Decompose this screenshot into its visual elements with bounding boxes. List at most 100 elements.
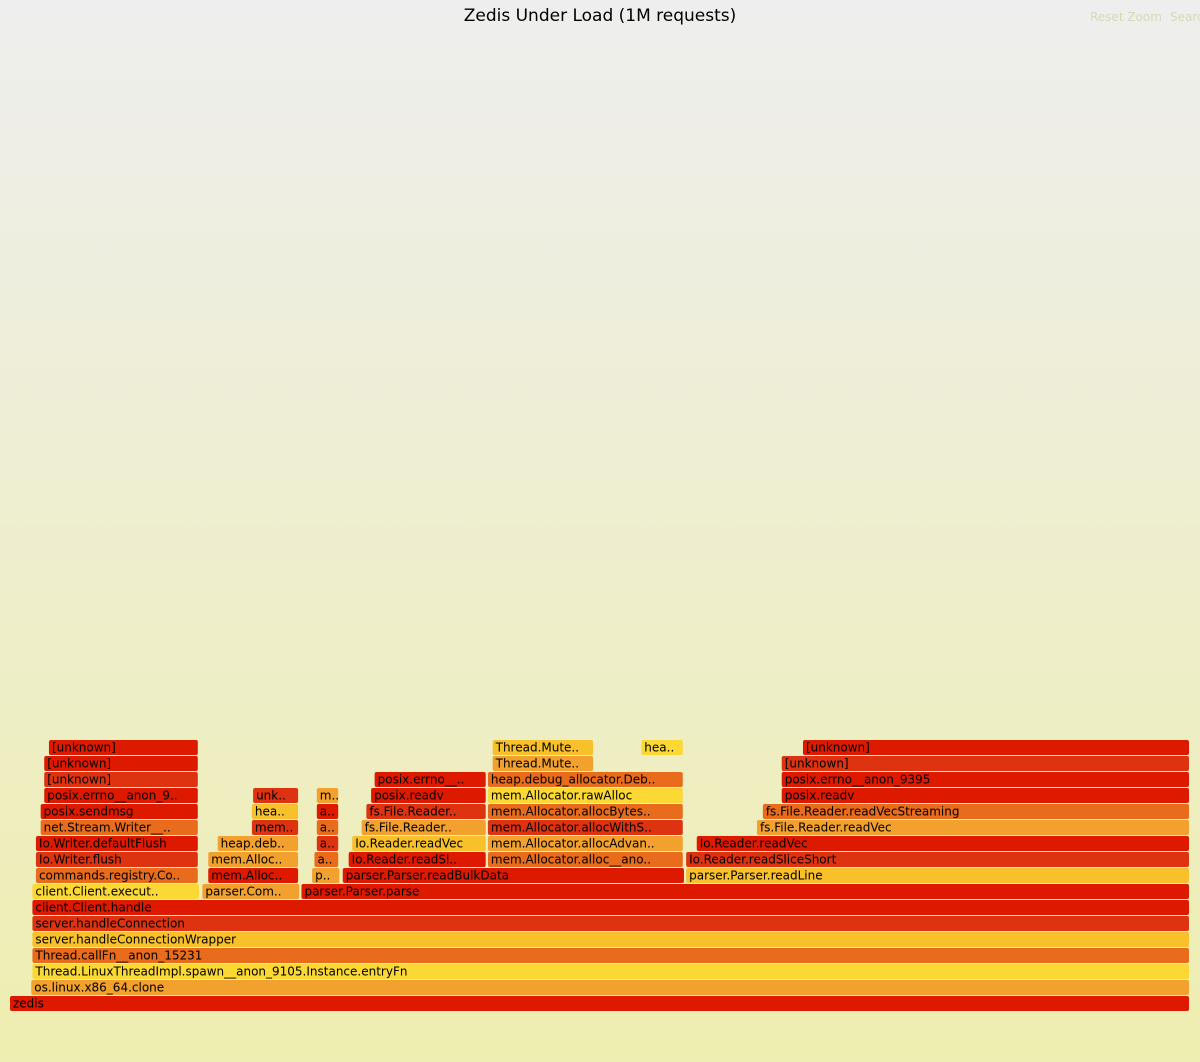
- flame-frame[interactable]: a..: [316, 820, 339, 835]
- flame-frame-bar[interactable]: [487, 788, 683, 803]
- flame-frame[interactable]: [unknown]: [802, 740, 1189, 755]
- flame-frame[interactable]: a..: [316, 804, 339, 819]
- flame-frame[interactable]: mem.Allocator.alloc__ano..: [487, 852, 683, 867]
- flame-frame[interactable]: Io.Reader.readVec: [352, 836, 486, 851]
- flame-frame[interactable]: Io.Reader.readVec: [696, 836, 1189, 851]
- flame-frame[interactable]: mem..: [251, 820, 299, 835]
- flame-frame[interactable]: [unknown]: [781, 756, 1189, 771]
- flame-frame[interactable]: server.handleConnectionWrapper: [32, 932, 1189, 947]
- flame-frame[interactable]: Io.Reader.readSl..: [348, 852, 486, 867]
- flame-frame[interactable]: Thread.Mute..: [492, 740, 594, 755]
- flame-frame-bar[interactable]: [781, 788, 1189, 803]
- flame-frame[interactable]: fs.File.Reader..: [366, 804, 486, 819]
- search-button[interactable]: Search: [1170, 10, 1200, 24]
- flame-frame[interactable]: a..: [316, 836, 339, 851]
- flame-frame-bar[interactable]: [44, 756, 198, 771]
- flame-frame[interactable]: fs.File.Reader.readVec: [756, 820, 1189, 835]
- flame-frame-bar[interactable]: [316, 820, 339, 835]
- flame-frame-bar[interactable]: [32, 884, 199, 899]
- flame-frame-bar[interactable]: [487, 836, 683, 851]
- flame-frame-bar[interactable]: [487, 820, 683, 835]
- flame-frame[interactable]: posix.errno__anon_9..: [44, 788, 198, 803]
- flame-frame-bar[interactable]: [314, 852, 339, 867]
- flame-frame[interactable]: net.Stream.Writer__..: [40, 820, 198, 835]
- flame-frame-bar[interactable]: [32, 948, 1189, 963]
- flame-frame-bar[interactable]: [251, 804, 299, 819]
- flame-frame[interactable]: Thread.LinuxThreadImpl.spawn__anon_9105.…: [32, 964, 1189, 979]
- flame-frame[interactable]: parser.Parser.readBulkData: [342, 868, 684, 883]
- flame-frame-bar[interactable]: [32, 900, 1189, 915]
- flame-frame-bar[interactable]: [32, 964, 1189, 979]
- flame-frame-bar[interactable]: [487, 804, 683, 819]
- flame-frame[interactable]: posix.readv: [781, 788, 1189, 803]
- flame-frame-bar[interactable]: [802, 740, 1189, 755]
- flame-frame[interactable]: fs.File.Reader.readVecStreaming: [762, 804, 1189, 819]
- flame-frame-bar[interactable]: [361, 820, 486, 835]
- flame-frame-bar[interactable]: [217, 836, 299, 851]
- flame-frame[interactable]: [unknown]: [44, 772, 198, 787]
- flame-frame[interactable]: [unknown]: [44, 756, 198, 771]
- flame-frame[interactable]: Io.Writer.defaultFlush: [35, 836, 198, 851]
- flame-frame[interactable]: mem.Allocator.allocBytes..: [487, 804, 683, 819]
- flame-frame-bar[interactable]: [44, 788, 198, 803]
- flame-frame[interactable]: heap.deb..: [217, 836, 299, 851]
- flame-frame[interactable]: Io.Writer.flush: [35, 852, 198, 867]
- flame-frame[interactable]: a..: [314, 852, 339, 867]
- flame-frame-bar[interactable]: [40, 820, 198, 835]
- flame-frame[interactable]: posix.readv: [371, 788, 486, 803]
- flame-frame[interactable]: hea..: [251, 804, 299, 819]
- flame-frame-bar[interactable]: [492, 740, 594, 755]
- flame-frame-bar[interactable]: [32, 916, 1189, 931]
- flame-frame[interactable]: Io.Reader.readSliceShort: [686, 852, 1189, 867]
- flame-frame[interactable]: hea..: [641, 740, 683, 755]
- flame-frame-bar[interactable]: [301, 884, 1190, 899]
- flame-frame-bar[interactable]: [762, 804, 1189, 819]
- reset-zoom-button[interactable]: Reset Zoom: [1090, 10, 1162, 24]
- flame-frame[interactable]: heap.debug_allocator.Deb..: [487, 772, 683, 787]
- flame-frame-bar[interactable]: [316, 788, 339, 803]
- flame-frame-bar[interactable]: [35, 868, 198, 883]
- flame-frame-bar[interactable]: [781, 756, 1189, 771]
- flame-frame-bar[interactable]: [781, 772, 1189, 787]
- flame-frame[interactable]: server.handleConnection: [32, 916, 1189, 931]
- flame-frame[interactable]: mem.Alloc..: [208, 852, 299, 867]
- flame-frame-bar[interactable]: [352, 836, 486, 851]
- flame-frame-bar[interactable]: [208, 852, 299, 867]
- flame-frame-bar[interactable]: [374, 772, 486, 787]
- flame-frame[interactable]: Thread.callFn__anon_15231: [32, 948, 1189, 963]
- flame-frame-bar[interactable]: [208, 868, 299, 883]
- flame-frame-bar[interactable]: [251, 820, 299, 835]
- flame-frame-bar[interactable]: [492, 756, 594, 771]
- flame-frame-bar[interactable]: [32, 932, 1189, 947]
- flame-frame[interactable]: posix.errno__..: [374, 772, 486, 787]
- flame-frame[interactable]: [unknown]: [48, 740, 198, 755]
- flame-frame-bar[interactable]: [40, 804, 198, 819]
- flame-frame[interactable]: zedis: [10, 996, 1189, 1011]
- flame-frame[interactable]: unk..: [253, 788, 299, 803]
- flame-frame-bar[interactable]: [10, 996, 1189, 1011]
- flame-frame-bar[interactable]: [756, 820, 1189, 835]
- flame-frame-bar[interactable]: [253, 788, 299, 803]
- flame-frame[interactable]: mem.Alloc..: [208, 868, 299, 883]
- flame-frame[interactable]: client.Client.handle: [32, 900, 1189, 915]
- flame-frame-bar[interactable]: [316, 836, 339, 851]
- flame-frame-bar[interactable]: [44, 772, 198, 787]
- flame-frame[interactable]: Thread.Mute..: [492, 756, 594, 771]
- flame-frame[interactable]: posix.errno__anon_9395: [781, 772, 1189, 787]
- flame-frame-bar[interactable]: [342, 868, 684, 883]
- flame-frame[interactable]: posix.sendmsg: [40, 804, 198, 819]
- flame-frame-bar[interactable]: [48, 740, 198, 755]
- flame-frame-bar[interactable]: [641, 740, 683, 755]
- flame-frame[interactable]: fs.File.Reader..: [361, 820, 486, 835]
- flame-frame-bar[interactable]: [366, 804, 486, 819]
- flame-frame-bar[interactable]: [348, 852, 486, 867]
- flame-frame[interactable]: client.Client.execut..: [32, 884, 199, 899]
- flame-frame[interactable]: parser.Parser.readLine: [686, 868, 1189, 883]
- flame-frame[interactable]: p..: [312, 868, 340, 883]
- flame-frame-bar[interactable]: [202, 884, 300, 899]
- flame-frame-bar[interactable]: [316, 804, 339, 819]
- flame-frame[interactable]: mem.Allocator.allocWithS..: [487, 820, 683, 835]
- flame-frame-bar[interactable]: [686, 868, 1189, 883]
- flame-frame[interactable]: mem.Allocator.rawAlloc: [487, 788, 683, 803]
- flame-frame-bar[interactable]: [31, 980, 1190, 995]
